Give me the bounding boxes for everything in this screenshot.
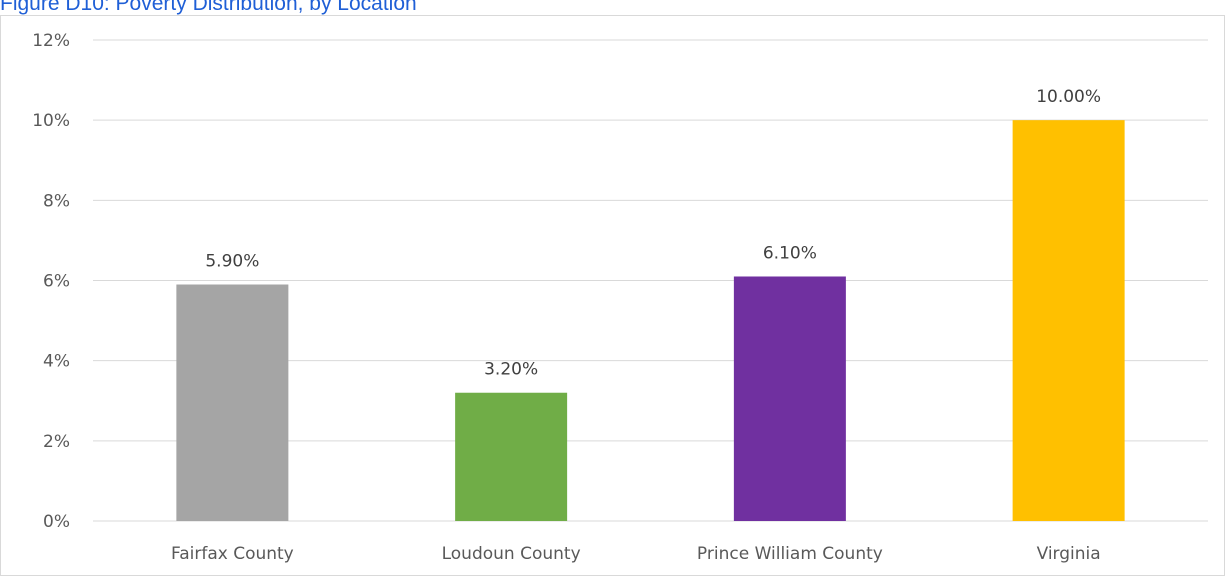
figure-title: Figure D10: Poverty Distribution, by Loc… <box>0 0 417 15</box>
data-label: 6.10% <box>763 243 817 263</box>
y-tick-label: 6% <box>43 272 70 292</box>
bar-chart: 0% 2% 4% 6% 8% 10% 12% 5.90% 3.20% 6.10% 10.00% F… <box>32 31 1208 564</box>
y-tick-label: 2% <box>43 432 70 452</box>
data-label: 10.00% <box>1036 87 1101 107</box>
y-tick-label: 8% <box>43 191 70 211</box>
bar <box>1012 120 1125 522</box>
bar <box>733 276 846 521</box>
x-tick-label: Prince William County <box>697 544 883 564</box>
y-axis-tick-labels: 0% 2% 4% 6% 8% 10% 12% <box>32 31 70 532</box>
x-tick-label: Fairfax County <box>171 544 294 564</box>
x-tick-label: Loudoun County <box>442 544 581 564</box>
y-tick-label: 12% <box>32 31 70 51</box>
bars <box>176 120 1125 522</box>
x-tick-label: Virginia <box>1037 544 1101 564</box>
data-labels: 5.90% 3.20% 6.10% 10.00% <box>205 87 1101 380</box>
x-axis-tick-labels: Fairfax County Loudoun County Prince Willi… <box>171 544 1101 564</box>
y-tick-label: 0% <box>43 512 70 532</box>
bar <box>176 284 289 521</box>
data-label: 5.90% <box>205 252 259 272</box>
data-label: 3.20% <box>484 360 538 380</box>
y-tick-label: 10% <box>32 111 70 131</box>
chart-area: 0% 2% 4% 6% 8% 10% 12% 5.90% 3.20% 6.10% 10.00% F… <box>0 15 1225 576</box>
y-tick-label: 4% <box>43 352 70 372</box>
bar <box>455 392 568 521</box>
